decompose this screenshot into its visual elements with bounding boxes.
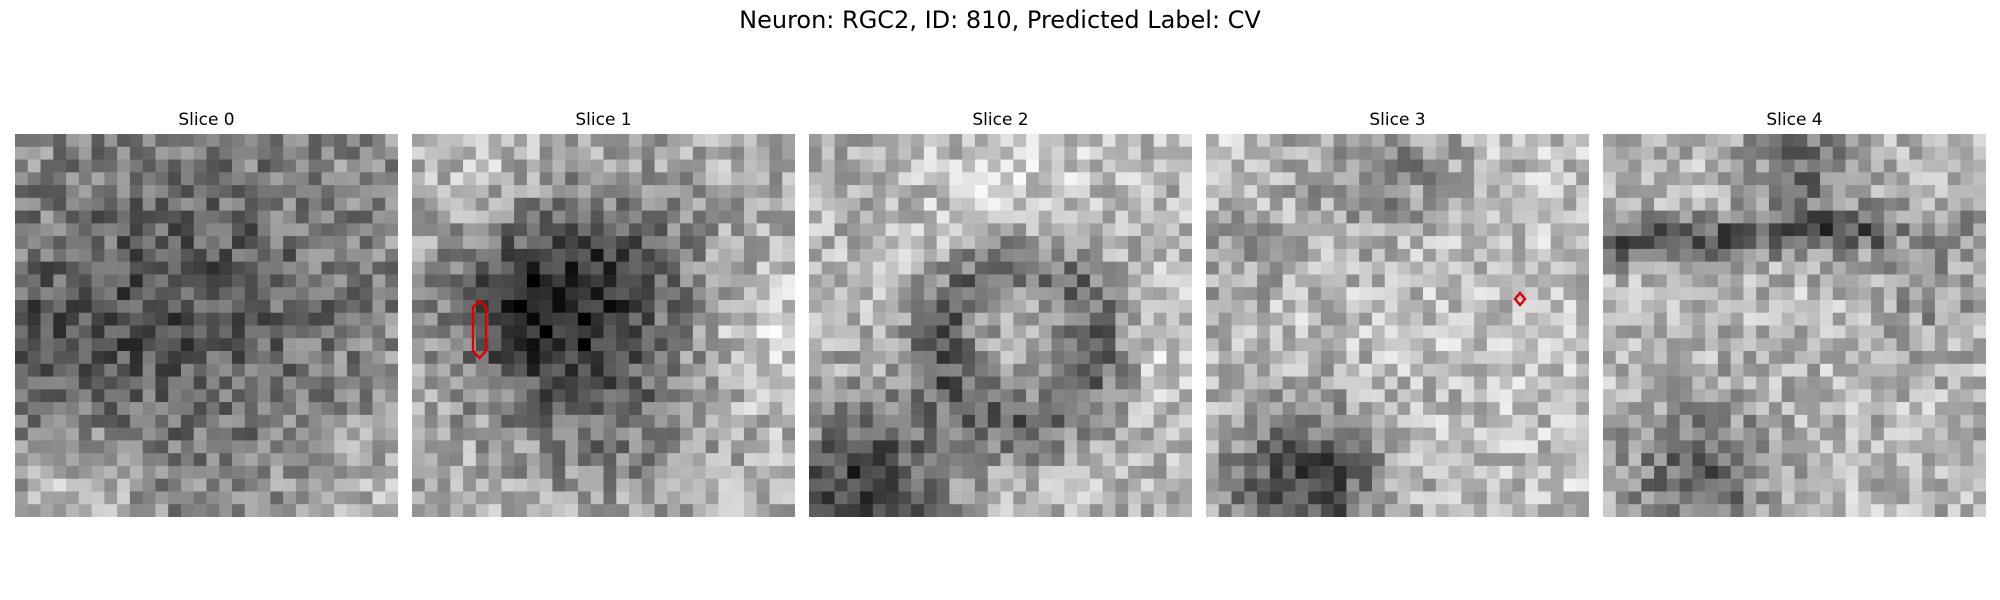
slice-title-4: Slice 4: [1766, 110, 1823, 130]
slice-panel-1: Slice 1: [412, 108, 795, 517]
figure-title: Neuron: RGC2, ID: 810, Predicted Label: …: [739, 6, 1261, 34]
slice-title-1: Slice 1: [575, 110, 632, 130]
roi-annotation-3: [1513, 291, 1527, 307]
slice-panel-2: Slice 2: [809, 108, 1192, 517]
slice-title-3: Slice 3: [1369, 110, 1426, 130]
slice-panel-4: Slice 4: [1603, 108, 1986, 517]
roi-annotation-1: [471, 299, 488, 360]
slice-title-0: Slice 0: [178, 110, 235, 130]
slice-image-2: [809, 134, 1192, 517]
slice-image-0: [15, 134, 398, 517]
slice-panel-3: Slice 3: [1206, 108, 1589, 517]
slice-image-4: [1603, 134, 1986, 517]
slice-image-1: [412, 134, 795, 517]
slice-title-2: Slice 2: [972, 110, 1029, 130]
slice-image-3: [1206, 134, 1589, 517]
slice-panel-0: Slice 0: [15, 108, 398, 517]
